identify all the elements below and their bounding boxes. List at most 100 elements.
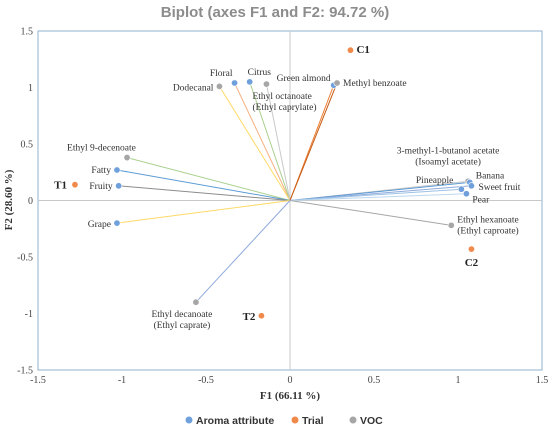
label-grape: Grape — [88, 220, 111, 230]
point-ethyl-decanoate-ethyl-caprate — [192, 298, 200, 306]
loading-line-fatty — [116, 169, 291, 201]
loading-line-ethyl-9-decenoate — [126, 157, 291, 201]
label-c1: C1 — [356, 44, 369, 56]
label-line: (Ethyl caproate) — [457, 225, 518, 236]
y-tick-label: 1.5 — [21, 27, 34, 38]
loading-line-methyl-benzoate — [289, 82, 338, 201]
label-line: Pear — [472, 196, 490, 206]
label-pear: Pear — [472, 196, 490, 206]
legend-item-trial: Trial — [291, 415, 324, 427]
point-floral — [231, 79, 239, 87]
loading-line-fruity — [118, 185, 291, 201]
label-c2: C2 — [465, 257, 479, 269]
label-line: 3-methyl-1-butanol acetate — [397, 146, 500, 156]
data-points — [71, 46, 475, 320]
label-line: Grape — [88, 220, 111, 230]
loading-line-banana — [289, 181, 470, 201]
legend-item-aroma-attribute: Aroma attribute — [185, 415, 274, 427]
loading-line-pear — [289, 193, 467, 201]
label-ethyl-hexanoate-ethyl-caproate: Ethyl hexanoate (Ethyl caproate) — [457, 215, 518, 236]
label-ethyl-9-decenoate: Ethyl 9-decenoate — [67, 144, 136, 154]
point-sweet-fruit — [467, 182, 475, 190]
point-t2 — [257, 312, 265, 320]
label-line: Ethyl 9-decenoate — [67, 144, 136, 154]
y-tick-label: -0.5 — [17, 253, 33, 264]
x-axis-label: F1 (66.11 %) — [260, 390, 321, 402]
label-banana: Banana — [476, 171, 505, 181]
label-sweet-fruit: Sweet fruit — [478, 182, 520, 193]
label-line: (Ethyl caprylate) — [252, 102, 316, 113]
point-t1 — [71, 181, 79, 189]
x-tick-label: 1.5 — [536, 375, 549, 386]
label-line: Floral — [210, 69, 233, 79]
legend-label: VOC — [360, 415, 383, 427]
legend-item-voc: VOC — [349, 415, 383, 427]
point-ethyl-octanoate-ethyl-caprylate — [262, 80, 270, 88]
label-t2: T2 — [243, 311, 256, 323]
label-line: Ethyl octanoate — [252, 92, 311, 102]
label-line: (Isoamyl acetate) — [415, 156, 481, 167]
axes-layer: -1.5 -1 -0.5 0 0.5 1 1.5 1.5 1 0.5 0 -0.5 -1 -1.5 — [17, 27, 548, 387]
y-tick-label: 0 — [28, 196, 33, 207]
label-citrus: Citrus — [248, 68, 272, 78]
x-tick-label: 0.5 — [368, 375, 381, 386]
label-line: (Ethyl caprate) — [154, 320, 211, 331]
label-3-methyl-1-butanol-acetate-isoamyl-acetate: 3-methyl-1-butanol acetate (Isoamyl aceta… — [397, 146, 500, 167]
x-tick-label: -1.5 — [30, 375, 46, 386]
chart-title: Biplot (axes F1 and F2: 94.72 %) — [161, 4, 389, 21]
point-c2 — [467, 245, 475, 253]
label-line: Fruity — [89, 182, 112, 192]
label-line: Methyl benzoate — [343, 79, 407, 89]
label-line: Citrus — [248, 68, 272, 78]
y-tick-label: -1 — [25, 309, 33, 320]
loading-line-ethyl-hexanoate-ethyl-caproate — [289, 200, 452, 226]
loading-line-ethyl-decanoate-ethyl-caprate — [195, 200, 291, 303]
label-t1: T1 — [54, 180, 67, 192]
loading-line-ethyl-octanoate-ethyl-caprylate — [265, 84, 291, 201]
point-fatty — [113, 166, 121, 174]
label-fatty: Fatty — [91, 166, 111, 176]
y-axis-label: F2 (28.60 %) — [3, 169, 15, 230]
x-tick-label: 0 — [288, 375, 293, 386]
label-green-almond: Green almond — [277, 74, 331, 84]
label-floral: Floral — [210, 69, 233, 79]
legend-marker — [185, 416, 193, 424]
x-tick-label: -0.5 — [198, 375, 214, 386]
loading-line-grape — [116, 200, 291, 224]
y-tick-label: -1.5 — [17, 366, 33, 377]
label-line: Green almond — [277, 74, 331, 84]
point-citrus — [246, 78, 254, 86]
loading-line-floral — [234, 82, 291, 201]
loading-lines — [116, 81, 472, 303]
point-dodecanal — [215, 82, 223, 90]
loading-line-pineapple — [289, 188, 462, 201]
point-grape — [113, 219, 121, 227]
label-ethyl-octanoate-ethyl-caprylate: Ethyl octanoate (Ethyl caprylate) — [252, 92, 316, 113]
legend-marker — [291, 416, 299, 424]
legend-label: Trial — [302, 415, 324, 427]
point-pear — [462, 190, 470, 198]
point-ethyl-hexanoate-ethyl-caproate — [447, 221, 455, 229]
x-tick-label: -1 — [118, 375, 126, 386]
legend-label: Aroma attribute — [196, 415, 274, 427]
point-pineapple — [457, 185, 465, 193]
label-line: Dodecanal — [173, 83, 214, 93]
point-ethyl-9-decenoate — [123, 154, 131, 162]
loading-line-dodecanal — [219, 86, 291, 201]
point-c1 — [346, 46, 354, 54]
label-pineapple: Pineapple — [416, 176, 453, 186]
y-tick-label: 0.5 — [21, 140, 34, 151]
legend: Aroma attribute Trial VOC — [185, 415, 383, 427]
point-methyl-benzoate — [333, 79, 341, 87]
point-fruity — [115, 182, 123, 190]
label-line: Pineapple — [416, 176, 453, 186]
label-methyl-benzoate: Methyl benzoate — [343, 79, 407, 89]
legend-marker — [349, 416, 357, 424]
y-tick-label: 1 — [28, 83, 33, 94]
label-ethyl-decanoate-ethyl-caprate: Ethyl decanoate (Ethyl caprate) — [151, 310, 212, 331]
label-line: Banana — [476, 171, 505, 181]
loading-line-citrus — [249, 81, 291, 201]
